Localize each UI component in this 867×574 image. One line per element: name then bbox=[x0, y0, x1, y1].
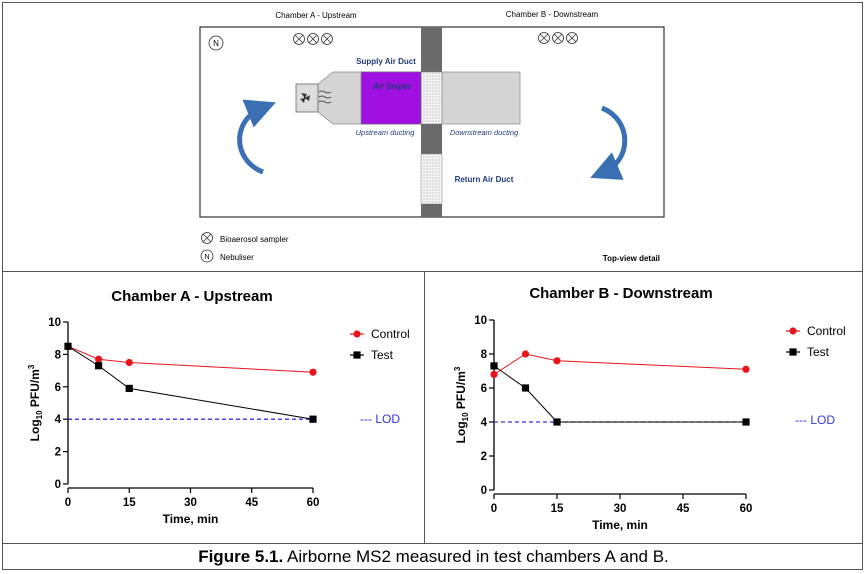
x-tick-label: 30 bbox=[184, 497, 197, 509]
fan-icon bbox=[300, 93, 310, 103]
data-point-control bbox=[125, 358, 133, 367]
divider-middle bbox=[424, 271, 425, 543]
x-tick-label: 15 bbox=[551, 503, 564, 515]
return-air-duct bbox=[420, 153, 443, 205]
y-tick-label: 2 bbox=[55, 447, 61, 459]
data-point-control bbox=[309, 368, 317, 376]
lod-label: --- LOD bbox=[795, 413, 835, 427]
x-tick-label: 60 bbox=[307, 497, 320, 509]
chart-chamber-b: Chamber B - Downstream 0 2 4 6 8 10 0 15 30 45 60 Ti… bbox=[453, 285, 846, 532]
data-point-test bbox=[95, 362, 103, 370]
duct-taper bbox=[317, 71, 362, 125]
data-point-control bbox=[95, 355, 103, 363]
data-point-test bbox=[125, 384, 133, 393]
y-tick-label: 4 bbox=[55, 414, 62, 426]
chart-chamber-a: Chamber A - Upstream 0 2 4 6 8 10 0 15 30 45 60 Time… bbox=[27, 288, 410, 526]
svg-text:N: N bbox=[213, 39, 219, 48]
sampler-legend-icon bbox=[201, 232, 213, 244]
y-tick-label: 6 bbox=[55, 382, 61, 394]
data-point-test bbox=[521, 384, 530, 392]
legend-marker-test bbox=[353, 351, 361, 359]
data-point-control bbox=[521, 350, 530, 358]
nebuliser-legend-label: Nebuliser bbox=[220, 253, 254, 262]
legend-label-test: Test bbox=[807, 345, 830, 359]
data-point-control bbox=[742, 365, 750, 373]
wall-supply bbox=[420, 71, 443, 125]
air-sniper-label: Air Sniper bbox=[372, 82, 412, 91]
wall-bottom bbox=[421, 204, 442, 217]
series-line-control bbox=[67, 345, 314, 373]
x-tick-label: 15 bbox=[123, 497, 136, 509]
nebuliser-legend-icon: N bbox=[200, 249, 214, 263]
x-tick-label: 45 bbox=[245, 497, 258, 509]
chart-title: Chamber A - Upstream bbox=[111, 288, 272, 305]
data-point-test bbox=[742, 418, 750, 426]
divider-caption bbox=[2, 543, 863, 544]
top-view-label: Top-view detail bbox=[603, 254, 660, 263]
lod-label: --- LOD bbox=[360, 412, 400, 426]
sampler-icons-a bbox=[293, 33, 333, 45]
y-tick-label: 0 bbox=[55, 479, 61, 491]
airflow-icon bbox=[318, 90, 332, 104]
legend-marker-control bbox=[353, 330, 361, 338]
y-tick-label: 10 bbox=[48, 317, 61, 329]
upstream-ducting-label: Upstream ducting bbox=[356, 128, 416, 137]
legend-label-control: Control bbox=[807, 324, 846, 338]
svg-text:N: N bbox=[204, 254, 209, 261]
y-tick-label: 4 bbox=[481, 417, 488, 429]
x-tick-label: 60 bbox=[740, 503, 753, 515]
chamber-diagram: Chamber A - Upstream Chamber B - Downstr… bbox=[199, 10, 665, 263]
wall-top bbox=[421, 27, 442, 72]
caption-text: Airborne MS2 measured in test chambers A… bbox=[283, 547, 669, 566]
data-point-test bbox=[553, 418, 561, 426]
y-axis-label: Log10 PFU/m3 bbox=[453, 366, 470, 443]
x-tick-label: 0 bbox=[491, 503, 497, 515]
series-line-test bbox=[493, 365, 746, 423]
data-point-test bbox=[309, 415, 317, 423]
chamber-b-label: Chamber B - Downstream bbox=[506, 10, 599, 19]
data-point-test bbox=[490, 362, 498, 370]
y-tick-label: 6 bbox=[481, 383, 487, 395]
series-line-test bbox=[67, 345, 314, 420]
x-tick-label: 45 bbox=[677, 503, 690, 515]
data-point-control bbox=[490, 370, 498, 378]
downstream-duct bbox=[441, 71, 521, 125]
series-line-control bbox=[493, 353, 747, 375]
return-air-duct-label: Return Air Duct bbox=[455, 175, 514, 184]
chamber-a-label: Chamber A - Upstream bbox=[275, 11, 357, 20]
nebuliser-icon: N bbox=[208, 35, 224, 51]
figure-caption: Figure 5.1. Airborne MS2 measured in tes… bbox=[0, 547, 867, 567]
wall-mid bbox=[421, 124, 442, 154]
supply-air-duct-label: Supply Air Duct bbox=[356, 57, 416, 66]
divider-top bbox=[2, 271, 863, 272]
legend-marker-control bbox=[789, 327, 797, 335]
x-axis-label: Time, min bbox=[592, 518, 648, 532]
y-tick-label: 2 bbox=[481, 451, 487, 463]
x-tick-label: 30 bbox=[614, 503, 627, 515]
x-axis-label: Time, min bbox=[163, 512, 219, 526]
legend-label-test: Test bbox=[371, 348, 394, 362]
air-sniper-box bbox=[360, 71, 422, 125]
y-tick-label: 10 bbox=[474, 315, 487, 327]
caption-bold: Figure 5.1. bbox=[198, 547, 284, 566]
circulation-arrow-a bbox=[237, 99, 276, 175]
sampler-icons-b bbox=[538, 32, 578, 44]
y-tick-label: 8 bbox=[481, 349, 488, 361]
y-tick-label: 0 bbox=[481, 485, 487, 497]
legend-marker-test bbox=[789, 348, 797, 356]
legend-label-control: Control bbox=[371, 327, 410, 341]
chart-title: Chamber B - Downstream bbox=[529, 285, 712, 302]
sampler-legend-label: Bioaerosol sampler bbox=[220, 235, 289, 244]
data-point-test bbox=[64, 342, 72, 350]
x-tick-label: 0 bbox=[65, 497, 71, 509]
circulation-arrow-b bbox=[590, 105, 628, 180]
y-tick-label: 8 bbox=[55, 349, 62, 361]
data-point-control bbox=[553, 357, 561, 365]
downstream-ducting-label: Downstream ducting bbox=[450, 128, 519, 137]
y-axis-label: Log10 PFU/m3 bbox=[27, 364, 44, 441]
